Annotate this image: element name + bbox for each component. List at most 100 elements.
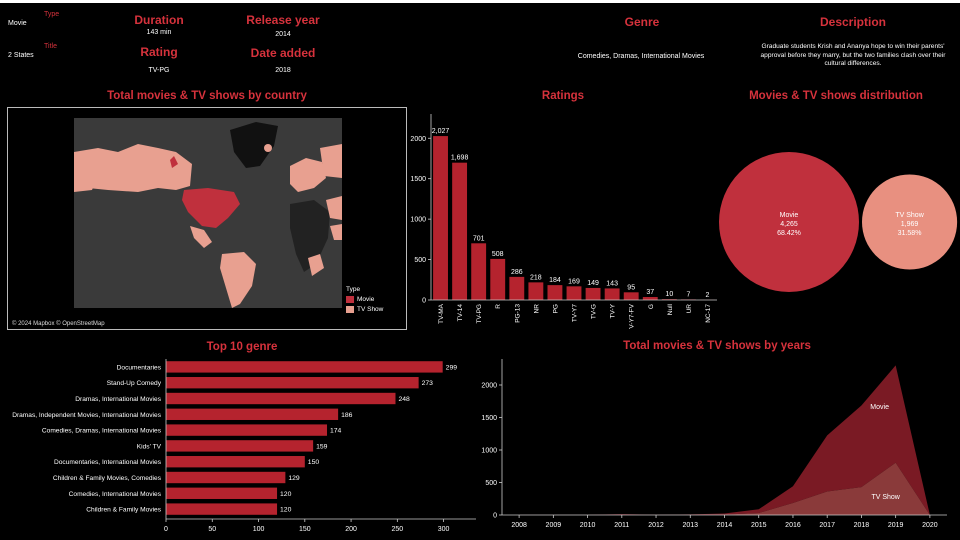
bar-TV-Y7[interactable] [566, 286, 582, 300]
genre-label: Kids' TV [137, 443, 162, 450]
bar-G[interactable] [642, 297, 658, 300]
bubble-name-label: Movie [780, 212, 799, 219]
genre-label: Children & Family Movies [86, 507, 161, 514]
x-tick-label: 2020 [922, 522, 938, 529]
legend-item-tv-show[interactable]: TV Show [346, 306, 383, 313]
bar-NR[interactable] [528, 282, 544, 300]
usa-shape[interactable] [182, 188, 240, 228]
bubble-tv-show[interactable] [862, 174, 958, 270]
iceland-shape[interactable] [264, 144, 272, 152]
x-tick-label: NR [533, 304, 540, 314]
bubble-movie[interactable] [719, 152, 859, 292]
x-tick-label: 2017 [819, 522, 835, 529]
greenland-shape [230, 122, 278, 168]
bar-TV-G[interactable] [585, 287, 601, 300]
series-label-tv-show: TV Show [871, 494, 900, 501]
x-tick-label: 150 [299, 526, 311, 533]
bar-PG-13[interactable] [509, 276, 525, 300]
bar-TV-PG[interactable] [471, 243, 487, 300]
legend-label: Movie [357, 296, 375, 303]
title-value: 2 States [8, 52, 34, 59]
x-tick-label: 2011 [614, 522, 629, 529]
bar-TV-MA[interactable] [433, 136, 448, 300]
legend-title: Type [346, 286, 361, 293]
y-tick-label: 500 [485, 480, 497, 487]
mexico-shape[interactable] [190, 226, 212, 248]
x-tick-label: TV-14 [457, 304, 464, 322]
type-label: Type [44, 11, 60, 18]
bar-Null[interactable] [661, 299, 677, 300]
bar-value-label: 169 [568, 278, 580, 285]
bar-PG[interactable] [547, 285, 563, 300]
country-map[interactable]: © 2024 Mapbox © OpenStreetMap Type Movie… [7, 107, 407, 330]
genre-bar[interactable] [166, 456, 305, 468]
x-tick-label: UR [686, 304, 693, 314]
south-africa-shape[interactable] [308, 254, 324, 276]
x-tick-label: PG [552, 304, 559, 313]
genre-bar[interactable] [166, 377, 419, 389]
genre-bar[interactable] [166, 487, 278, 499]
genre-label: Stand-Up Comedy [107, 380, 162, 387]
genre-bar[interactable] [166, 424, 328, 436]
russia-shape[interactable] [320, 144, 342, 178]
duration-label: Duration [134, 13, 184, 27]
years-title: Total movies & TV shows by years [623, 340, 811, 352]
area-tv-show[interactable] [519, 462, 930, 515]
middle-east-shape[interactable] [326, 196, 342, 220]
x-tick-label: TV-G [591, 304, 598, 319]
baffin-region-shape[interactable] [170, 156, 178, 168]
genre-value-label: 174 [330, 428, 342, 435]
top-genre-title: Top 10 genre [206, 341, 278, 353]
bar-TV-14[interactable] [452, 162, 468, 300]
top-border [0, 0, 960, 3]
bar-value-label: 286 [511, 269, 523, 276]
genre-bar[interactable] [166, 503, 278, 515]
x-tick-label: 2008 [511, 522, 527, 529]
genre-bar[interactable] [166, 392, 396, 405]
x-tick-label: 2016 [785, 522, 801, 529]
release-year-value: 2014 [275, 31, 291, 38]
genre-value-label: 273 [422, 380, 434, 387]
distribution-title: Movies & TV shows distribution [749, 90, 923, 102]
distribution-chart[interactable]: Movie 4,265 68.42% TV Show 1,969 31.58% [715, 150, 960, 295]
description-line: Graduate students Krish and Ananya hope … [761, 43, 945, 50]
y-tick-label: 1000 [481, 448, 497, 455]
y-tick-label: 0 [493, 513, 497, 520]
x-tick-label: 2010 [580, 522, 596, 529]
genre-bar[interactable] [166, 471, 286, 484]
area-movie[interactable] [519, 365, 930, 515]
genre-value-label: 120 [280, 507, 292, 514]
bar-TV-Y7-FV[interactable] [623, 292, 639, 300]
india-shape[interactable] [330, 224, 342, 240]
y-tick-label: 0 [422, 298, 426, 305]
legend-swatch-movie [346, 296, 354, 303]
genre-bar[interactable] [166, 440, 314, 452]
genre-bar[interactable] [166, 361, 443, 373]
bar-value-label: 701 [473, 235, 485, 242]
canada-shape[interactable] [74, 144, 192, 192]
x-tick-label: Null [667, 303, 674, 315]
top-genre-chart[interactable]: Documentaries 299 Stand-Up Comedy 273 Dramas… [0, 355, 490, 535]
x-tick-label: NC-17 [705, 304, 712, 323]
y-tick-label: 2000 [481, 383, 497, 390]
genre-bar[interactable] [166, 408, 339, 420]
genre-value: Comedies, Dramas, International Movies [577, 53, 705, 60]
date-added-label: Date added [250, 46, 316, 60]
x-tick-label: 200 [345, 526, 357, 533]
y-tick-label: 2000 [410, 136, 426, 143]
y-tick-label: 1000 [410, 217, 426, 224]
bar-TV-Y[interactable] [604, 288, 620, 300]
legend-item-movie[interactable]: Movie [346, 296, 383, 303]
bar-R[interactable] [490, 258, 506, 300]
ratings-chart[interactable]: 0 500 1000 1500 2000 2,027 TV-MA 1,698 TV-14 701 T… [405, 104, 725, 329]
release-year-label: Release year [246, 13, 320, 27]
genre-value-label: 186 [341, 412, 353, 419]
genre-label: Children & Family Movies, Comedies [53, 475, 162, 482]
bubble-pct-label: 31.58% [898, 230, 922, 237]
bar-value-label: 10 [665, 291, 673, 298]
alaska-shape[interactable] [74, 166, 98, 192]
europe-shape[interactable] [290, 158, 326, 192]
years-chart[interactable]: 0 500 1000 1500 2000 Movie TV Show 2008 2009 2010… [475, 355, 960, 535]
x-tick-label: 50 [208, 526, 216, 533]
south-america-shape[interactable] [220, 252, 256, 308]
